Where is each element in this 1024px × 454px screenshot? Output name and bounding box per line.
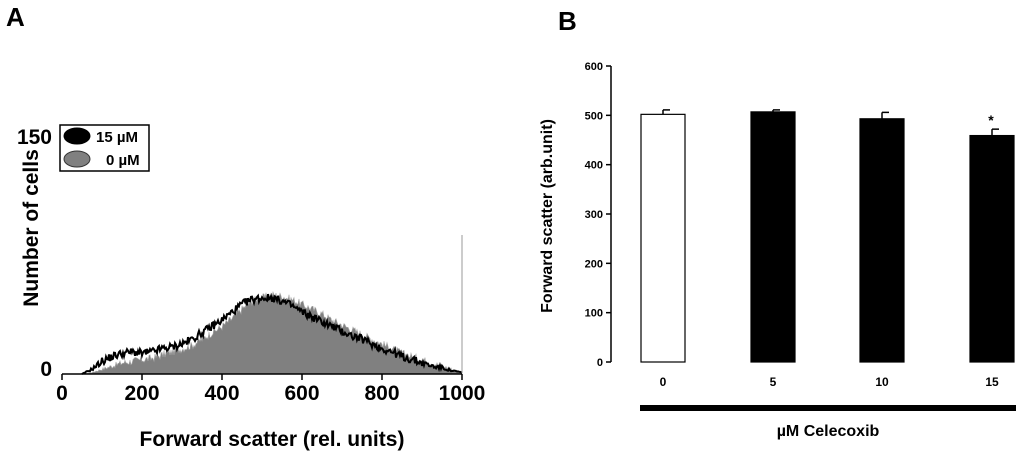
bar-10 [859, 118, 905, 363]
panel-a-x-tick-label: 200 [124, 382, 159, 405]
panel-b-y-tick-label: 300 [585, 209, 603, 221]
panel-b-y-ticks: 0 100 200 300 400 500 600 [585, 61, 611, 369]
legend-swatch-0um [63, 150, 91, 168]
histogram-15um [81, 292, 463, 375]
panel-a-x-tick-label: 800 [364, 382, 399, 405]
panel-a-y-axis-title: Number of cells [20, 149, 43, 307]
panel-a-plot-area [81, 290, 463, 375]
panel-a-x-tick-label: 400 [204, 382, 239, 405]
panel-a: A Number of cells Forward scatter (rel. … [6, 2, 485, 451]
panel-b-x-tick-label: 0 [660, 375, 667, 389]
panel-b-bars: * [640, 109, 1015, 363]
histogram-0um [81, 290, 463, 375]
panel-a-x-axis-title: Forward scatter (rel. units) [140, 428, 405, 451]
bar-0 [640, 113, 686, 363]
legend-label-15um: 15 µM [96, 129, 138, 146]
panel-a-x-tick-label: 600 [284, 382, 319, 405]
panel-b-y-tick-label: 500 [585, 110, 603, 122]
panel-a-label: A [6, 2, 25, 32]
legend-swatch-15um [63, 127, 91, 145]
bar-5 [750, 111, 796, 363]
panel-b-x-tick-label: 15 [985, 375, 999, 389]
panel-a-y-tick-label: 150 [17, 126, 52, 149]
panel-b: B Forward scatter (arb.unit) 01002003004… [539, 6, 1016, 440]
panel-a-x-tick-label: 0 [56, 382, 68, 405]
panel-b-y-tick-label: 0 [597, 357, 603, 369]
panel-b-y-tick-label: 100 [585, 308, 603, 320]
panel-b-y-axis-title: Forward scatter (arb.unit) [539, 119, 556, 313]
panel-b-x-tick-label: 5 [770, 375, 777, 389]
panel-b-y-tick-label: 600 [585, 61, 603, 73]
panel-b-y-tick-label: 400 [585, 160, 603, 172]
panel-a-x-ticks: 0 200 400 600 800 1000 [56, 374, 485, 405]
panel-b-x-tick-label: 10 [875, 375, 889, 389]
panel-b-x-tick-labels: 0 5 10 15 [660, 375, 999, 389]
panel-b-label: B [558, 6, 577, 36]
panel-a-x-tick-label: 1000 [439, 382, 486, 405]
panel-a-y-tick-label: 0 [40, 358, 52, 381]
significance-marker: * [988, 112, 994, 128]
panel-b-y-tick-label: 200 [585, 258, 603, 270]
bar-15 [969, 134, 1015, 363]
legend-label-0um: 0 µM [106, 152, 140, 169]
panel-b-x-axis-title: µM Celecoxib [777, 423, 880, 440]
panel-a-legend: 15 µM 0 µM [59, 124, 150, 172]
